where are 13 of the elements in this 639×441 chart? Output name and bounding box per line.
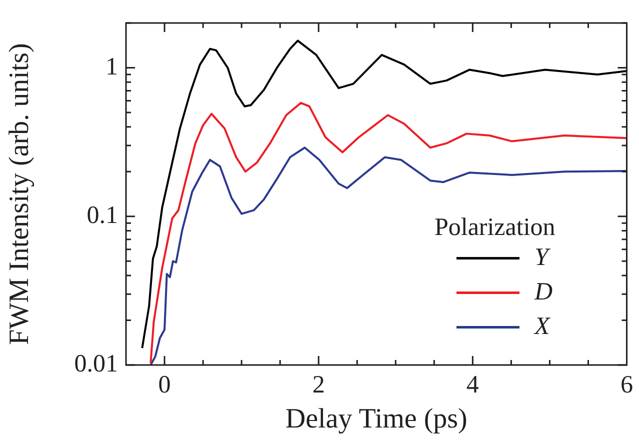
legend-title: Polarization bbox=[434, 214, 556, 241]
y-tick-label: 0.1 bbox=[86, 202, 118, 229]
legend-label: X bbox=[533, 312, 552, 340]
y-tick-label: 0.01 bbox=[74, 350, 118, 378]
x-tick-label: 4 bbox=[466, 372, 480, 399]
legend-label: D bbox=[533, 278, 553, 306]
legend-label: Y bbox=[534, 244, 552, 271]
y-axis-title: FWM Intensity (arb. units) bbox=[4, 43, 36, 345]
x-tick-label: 2 bbox=[312, 372, 325, 399]
x-tick-label: 6 bbox=[620, 372, 633, 399]
x-axis-title: Delay Time (ps) bbox=[285, 404, 468, 435]
x-tick-label: 0 bbox=[158, 372, 171, 399]
y-tick-label: 1 bbox=[106, 53, 118, 80]
